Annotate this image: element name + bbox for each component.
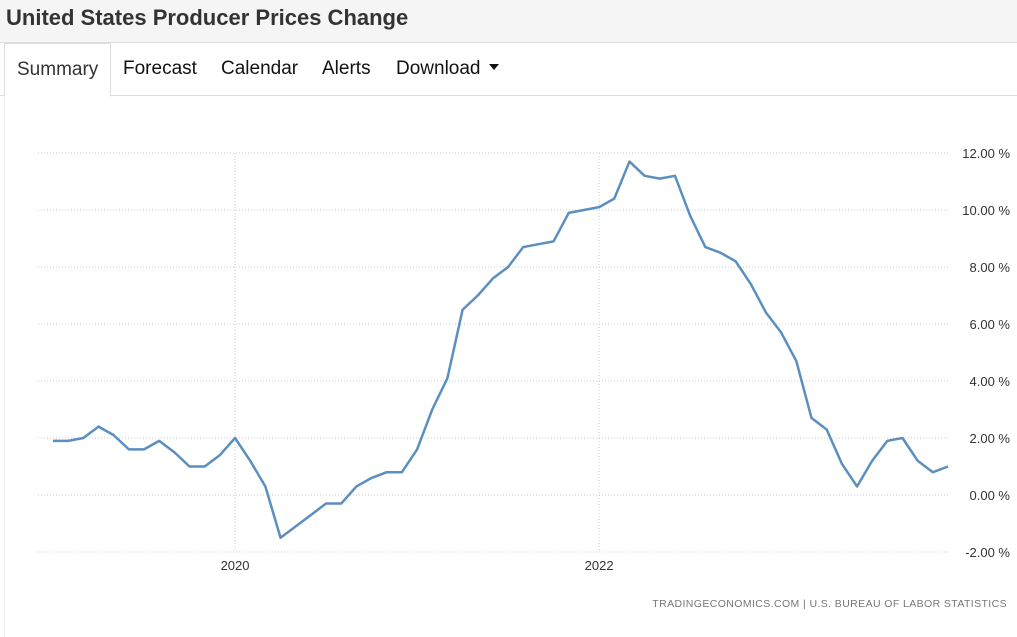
tab-bar: Summary Forecast Calendar Alerts Downloa… <box>0 43 1017 97</box>
y-tick-label: 8.00 % <box>970 260 1011 275</box>
y-tick-label: 2.00 % <box>970 431 1011 446</box>
tab-summary[interactable]: Summary <box>4 43 112 97</box>
tab-forecast[interactable]: Forecast <box>123 58 197 79</box>
y-tick-label: -2.00 % <box>965 545 1010 560</box>
y-tick-label: 4.00 % <box>970 374 1011 389</box>
tab-alerts[interactable]: Alerts <box>322 58 371 79</box>
source-credit: TRADINGECONOMICS.COM | U.S. BUREAU OF LA… <box>652 598 1007 610</box>
y-tick-label: 10.00 % <box>962 203 1010 218</box>
y-tick-label: 6.00 % <box>970 317 1011 332</box>
page-title: United States Producer Prices Change <box>6 5 409 30</box>
download-label: Download <box>396 58 481 79</box>
tab-calendar[interactable]: Calendar <box>221 58 299 79</box>
divider <box>4 96 5 637</box>
x-tick-label: 2020 <box>221 558 250 573</box>
y-tick-label: 0.00 % <box>970 488 1011 503</box>
y-tick-label: 12.00 % <box>962 146 1010 161</box>
tab-download[interactable]: Download <box>396 43 499 95</box>
caret-down-icon <box>488 64 499 71</box>
page-header: United States Producer Prices Change <box>0 0 1017 43</box>
series-line <box>53 160 949 539</box>
x-tick-label: 2022 <box>585 558 614 573</box>
